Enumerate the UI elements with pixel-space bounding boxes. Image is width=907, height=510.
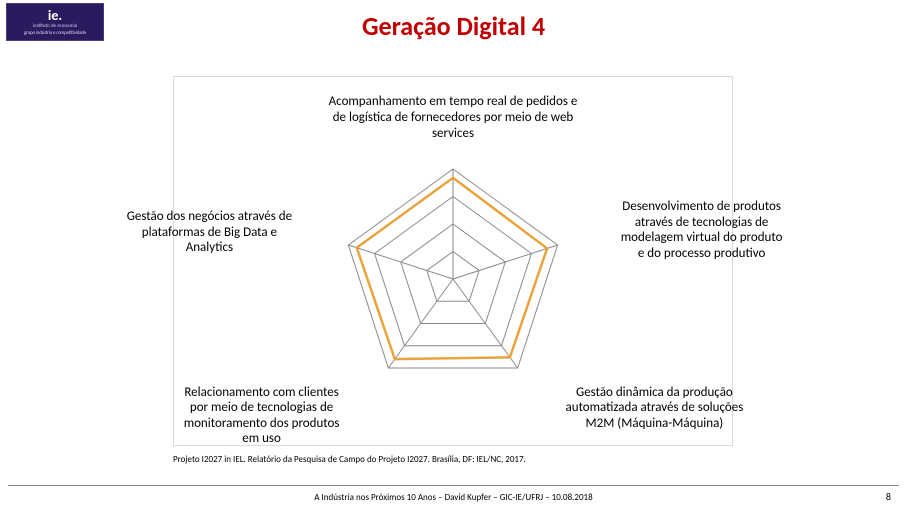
radar-chart-frame: Acompanhamento em tempo real de pedidos … bbox=[173, 76, 733, 446]
footer-divider bbox=[8, 485, 899, 486]
footer-text: A Indústria nos Próximos 10 Anos – David… bbox=[0, 492, 907, 503]
radar-axis-label: Desenvolvimento de produtos através de t… bbox=[617, 199, 787, 261]
page-number: 8 bbox=[886, 490, 891, 503]
radar-chart bbox=[333, 159, 573, 399]
page-title: Geração Digital 4 bbox=[0, 10, 907, 42]
radar-axis-label: Gestão dos negócios através de plataform… bbox=[119, 209, 299, 256]
radar-axis-label: Relacionamento com clientes por meio de … bbox=[177, 385, 347, 447]
radar-axis-label: Acompanhamento em tempo real de pedidos … bbox=[323, 94, 583, 141]
radar-axis-label: Gestão dinâmica da produção automatizada… bbox=[559, 385, 749, 432]
citation: Projeto I2027 in IEL. Relatório da Pesqu… bbox=[173, 454, 526, 465]
